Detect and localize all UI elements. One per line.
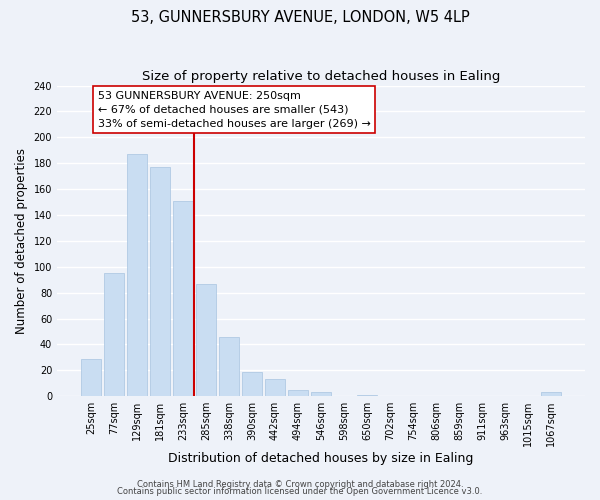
Text: Contains public sector information licensed under the Open Government Licence v3: Contains public sector information licen… <box>118 487 482 496</box>
Y-axis label: Number of detached properties: Number of detached properties <box>15 148 28 334</box>
Bar <box>311 392 331 396</box>
Bar <box>104 273 124 396</box>
Title: Size of property relative to detached houses in Ealing: Size of property relative to detached ho… <box>142 70 500 83</box>
Bar <box>541 392 561 396</box>
Bar <box>81 358 101 396</box>
Bar <box>127 154 146 396</box>
X-axis label: Distribution of detached houses by size in Ealing: Distribution of detached houses by size … <box>169 452 474 465</box>
Bar <box>288 390 308 396</box>
Bar <box>173 201 193 396</box>
Text: 53 GUNNERSBURY AVENUE: 250sqm
← 67% of detached houses are smaller (543)
33% of : 53 GUNNERSBURY AVENUE: 250sqm ← 67% of d… <box>98 90 371 128</box>
Bar <box>219 336 239 396</box>
Bar <box>265 380 285 396</box>
Bar <box>196 284 216 396</box>
Text: 53, GUNNERSBURY AVENUE, LONDON, W5 4LP: 53, GUNNERSBURY AVENUE, LONDON, W5 4LP <box>131 10 469 25</box>
Bar <box>242 372 262 396</box>
Bar <box>357 395 377 396</box>
Text: Contains HM Land Registry data © Crown copyright and database right 2024.: Contains HM Land Registry data © Crown c… <box>137 480 463 489</box>
Bar <box>150 167 170 396</box>
